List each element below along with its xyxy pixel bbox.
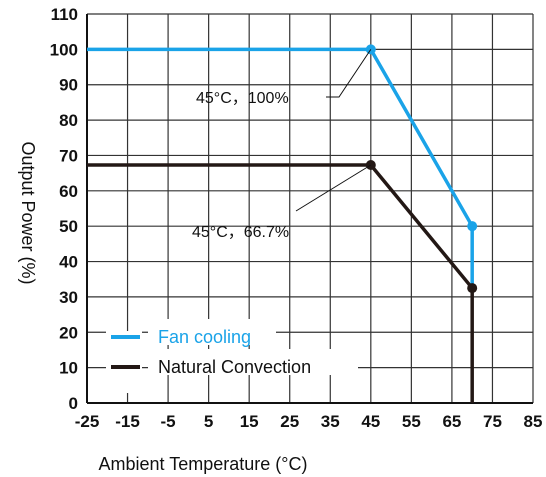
y-axis-label: Output Power (%) (18, 141, 38, 284)
y-tick-label: 70 (59, 146, 78, 165)
x-tick-label: 5 (204, 412, 213, 431)
y-tick-label: 90 (59, 76, 78, 95)
axes (86, 14, 533, 404)
x-tick-label: 55 (402, 412, 421, 431)
legend-label: Fan cooling (158, 327, 251, 347)
marker-natural-convection (467, 283, 478, 294)
x-tick-label: 35 (321, 412, 340, 431)
annotation-label: 45°C，66.7% (192, 224, 289, 241)
y-tick-label: 20 (59, 323, 78, 342)
y-tick-label: 80 (59, 111, 78, 130)
y-tick-label: 30 (59, 288, 78, 307)
y-tick-label: 110 (51, 5, 78, 24)
x-tick-labels: -25 -15 -5 5 15 25 35 45 55 65 75 85 (75, 412, 543, 431)
series-line-fan-cooling (87, 47, 474, 289)
x-tick-label: -5 (161, 412, 176, 431)
x-tick-label: 85 (524, 412, 543, 431)
legend-backdrop (148, 319, 276, 345)
y-tick-label: 0 (69, 394, 78, 413)
x-tick-label: 15 (240, 412, 259, 431)
y-tick-label: 10 (59, 359, 78, 378)
x-tick-label: 65 (442, 412, 461, 431)
x-tick-label: -15 (115, 412, 140, 431)
annotations: 45°C，100% 45°C，66.7% (192, 49, 372, 241)
x-tick-label: 25 (280, 412, 299, 431)
y-tick-label: 40 (59, 253, 78, 272)
x-tick-label: -25 (75, 412, 100, 431)
y-tick-label: 100 (50, 40, 78, 59)
marker-fan-cooling (467, 221, 478, 232)
annotation-leader (295, 164, 372, 212)
annotation-leader (326, 49, 372, 98)
y-tick-label: 50 (59, 217, 78, 236)
series-line-natural-convection (87, 163, 474, 403)
x-tick-label: 75 (483, 412, 502, 431)
legend-label: Natural Convection (158, 357, 311, 377)
annotation-label: 45°C，100% (196, 90, 289, 107)
legend: Fan cooling Natural Convection (106, 319, 358, 393)
series-lines (87, 44, 478, 403)
y-tick-label: 60 (59, 182, 78, 201)
x-tick-label: 45 (361, 412, 380, 431)
x-axis-label: Ambient Temperature (°C) (99, 454, 308, 474)
y-tick-labels: 0 10 20 30 40 50 60 70 80 90 100 110 (50, 5, 78, 413)
legend-backdrop (148, 349, 358, 375)
